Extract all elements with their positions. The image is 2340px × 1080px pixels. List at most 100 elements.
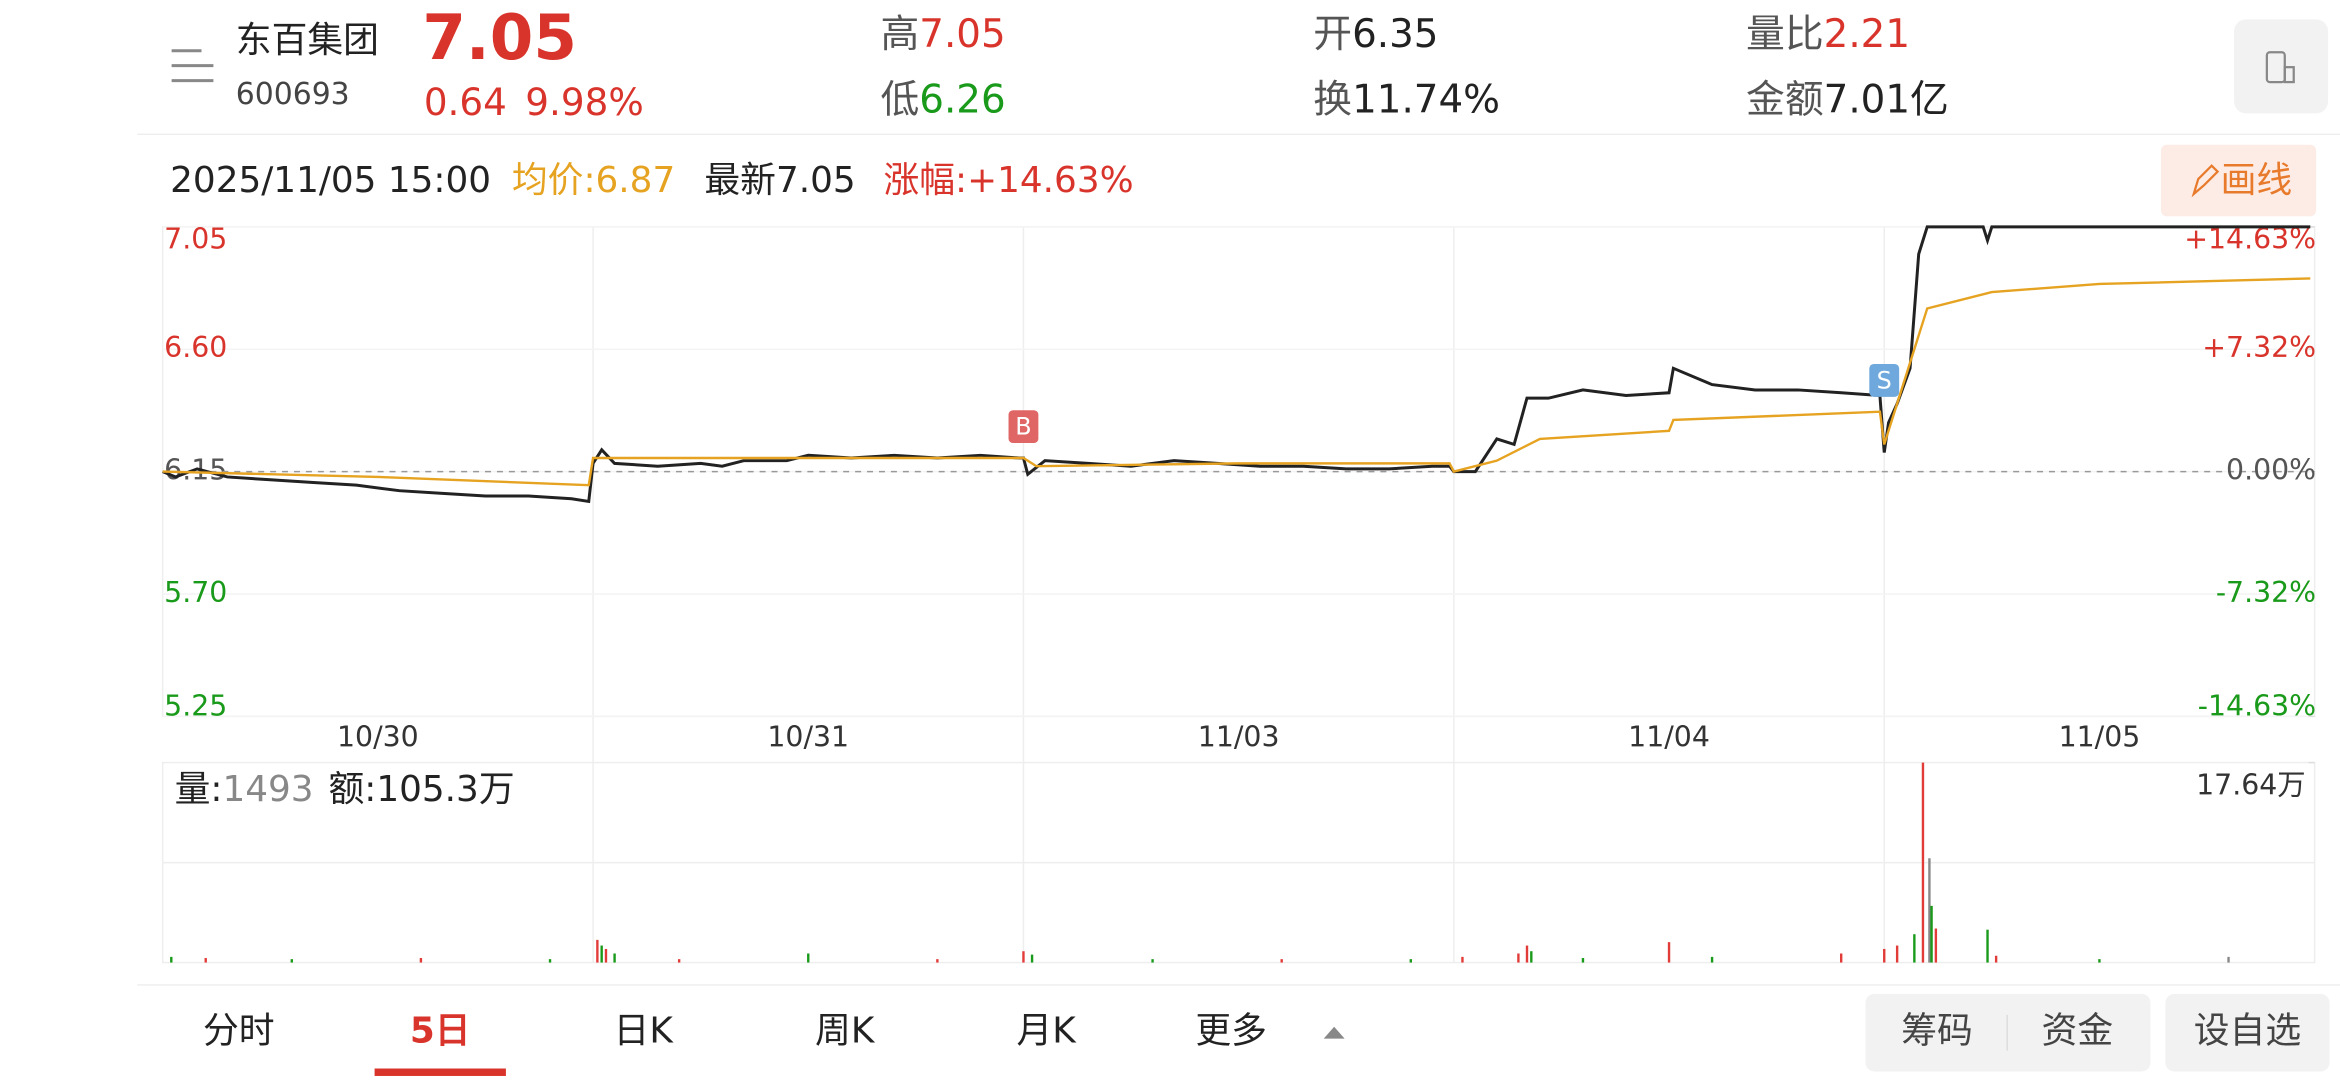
plot: 7.056.606.155.705.25+14.63%+7.32%0.00%-7…	[162, 222, 2316, 963]
y2-tick-label: +7.32%	[2202, 331, 2316, 364]
day-separators	[592, 226, 1885, 963]
tab[interactable]: 月K	[1016, 1011, 1077, 1052]
volume-bar	[613, 953, 616, 963]
y-tick-label: 17.64万	[2196, 768, 2305, 801]
volume-bar	[1934, 928, 1938, 963]
stat-value: 7.01亿	[1824, 77, 1949, 122]
volume-bar	[1710, 956, 1714, 963]
more-arrow[interactable]	[1323, 1026, 1345, 1039]
volume-bar	[1928, 858, 1931, 963]
amount: 额:105.3万	[329, 769, 515, 810]
change: 0.64	[424, 80, 507, 124]
volume-bar	[548, 959, 552, 963]
stat-value: 6.35	[1352, 11, 1438, 56]
volume-bar	[1022, 951, 1025, 963]
volume-bar	[1913, 934, 1916, 963]
price: 7.05	[422, 1, 577, 74]
volume-label: 量:	[175, 769, 223, 810]
volume-bar	[1986, 929, 1989, 963]
stock-code: 600693	[236, 77, 350, 112]
draw-label[interactable]: 画线	[2221, 160, 2293, 201]
stat: 金额7.01亿	[1746, 77, 1949, 122]
y2-tick-label: -14.63%	[2198, 689, 2316, 722]
volume-bar	[1930, 905, 1933, 963]
menu-icon[interactable]	[171, 49, 214, 83]
tab[interactable]: 更多	[1195, 1011, 1267, 1052]
x-tick-label: 10/30	[337, 721, 419, 754]
volume-bar	[1280, 959, 1283, 963]
stat-label: 量比	[1746, 11, 1824, 56]
x-tick-label: 11/03	[1198, 721, 1280, 754]
device-button[interactable]	[2234, 19, 2329, 114]
volume-bar	[600, 945, 603, 963]
avg-price: 均价:6.87	[512, 160, 675, 201]
volume-bar	[1409, 959, 1412, 963]
volume-bar	[1921, 762, 1925, 963]
volume-bar	[1517, 953, 1520, 963]
volume-info: 量:1493 额:105.3万	[175, 769, 515, 810]
button[interactable]: 资金	[2042, 1011, 2114, 1052]
tab[interactable]: 日K	[614, 1011, 675, 1052]
trade-marker	[1869, 363, 1900, 397]
x-tick-label: 11/04	[1628, 721, 1710, 754]
volume-bar	[290, 959, 293, 963]
stat-value: 11.74%	[1352, 77, 1500, 122]
stat: 量比2.21	[1746, 11, 1910, 56]
y-tick-label: 6.60	[164, 331, 227, 364]
y-tick-label: 7.05	[164, 222, 227, 255]
y-tick-label: 5.25	[164, 689, 227, 722]
volume-bar	[1994, 955, 1998, 963]
button[interactable]: 设自选	[2194, 1011, 2301, 1052]
stock-name: 东百集团	[236, 20, 379, 61]
y2-tick-label: 0.00%	[2226, 454, 2316, 487]
stat-value: 7.05	[919, 11, 1005, 56]
stat-value: 6.26	[919, 77, 1005, 122]
stat: 高7.05	[880, 11, 1005, 56]
x-tick-label: 11/05	[2059, 721, 2141, 754]
x-tick-label: 10/31	[767, 721, 849, 754]
stat-value: 2.21	[1824, 11, 1910, 56]
volume-bar	[596, 939, 599, 963]
stat: 低6.26	[880, 77, 1005, 122]
button[interactable]: 筹码	[1901, 1011, 1973, 1052]
change-pct: 9.98%	[525, 80, 643, 124]
volume-bar	[2098, 959, 2101, 963]
y2-tick-label: -7.32%	[2216, 576, 2316, 609]
draw-button[interactable]: 画线	[2160, 144, 2317, 217]
volume-bar	[1883, 948, 1886, 963]
stat-label: 高	[880, 11, 919, 56]
button-bg	[2165, 993, 2330, 1072]
volume-bar	[1581, 958, 1585, 963]
volume-bar	[677, 959, 681, 963]
tab[interactable]: 周K	[815, 1011, 876, 1052]
latest: 最新7.05	[704, 160, 855, 201]
tab[interactable]: 分时	[203, 1011, 275, 1052]
stat-label: 低	[880, 77, 919, 122]
volume-value: 1493	[222, 769, 313, 810]
y-tick-label: 5.70	[164, 576, 227, 609]
volume-bar	[170, 956, 173, 963]
trade-marker-label: B	[1015, 413, 1031, 441]
stat-label: 金额	[1746, 77, 1824, 122]
tab-underline	[374, 1068, 506, 1076]
volume-bar	[1895, 945, 1899, 963]
time: 2025/11/05 15:00	[170, 160, 491, 201]
price-line	[162, 225, 2311, 504]
volume-bar	[1667, 942, 1671, 963]
stat-label: 换	[1313, 77, 1352, 122]
stat-label: 开	[1313, 11, 1352, 56]
trade-marker	[1008, 410, 1039, 444]
volume-bar	[604, 948, 608, 963]
stat: 换11.74%	[1313, 77, 1500, 122]
volume-bar	[1151, 959, 1154, 963]
volume-bar	[1530, 951, 1533, 963]
volume-bar	[419, 958, 423, 963]
volume-bar	[936, 959, 939, 963]
volume-bar	[1030, 954, 1034, 963]
stat: 开6.35	[1313, 11, 1438, 56]
tab-active[interactable]: 5日	[410, 1011, 471, 1052]
trade-marker-label: S	[1877, 366, 1892, 394]
volume-bar	[1839, 953, 1843, 963]
